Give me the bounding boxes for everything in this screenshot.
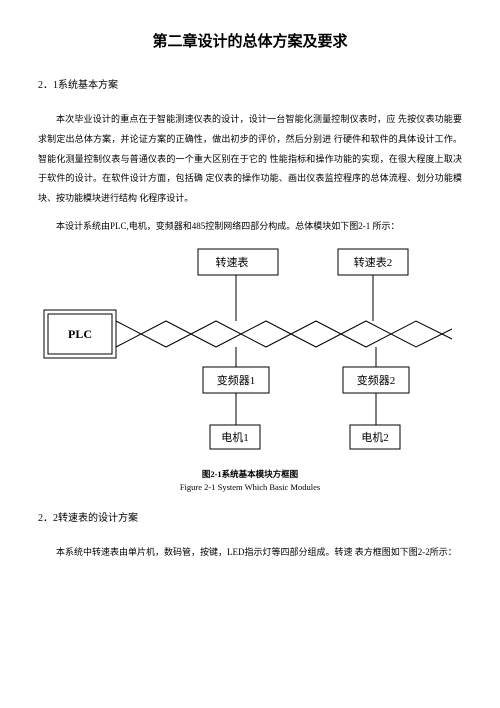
- motor1-label: 电机1: [221, 430, 249, 444]
- figure-caption-en: Figure 2-1 System Which Basic Modules: [38, 481, 462, 495]
- vertical-links: [236, 275, 376, 425]
- inv2-label: 变频器2: [357, 373, 396, 387]
- plc-label: PLC: [68, 327, 92, 341]
- inv1-label: 变频器1: [217, 373, 256, 387]
- tach1-label: 转速表: [216, 255, 249, 269]
- figure-caption-cn: 图2-1系统基本模块方框图: [38, 468, 462, 482]
- section-1-number: 2．1系统基本方案: [38, 78, 462, 94]
- section-1-para: 本次毕业设计的重点在于智能测速仪表的设计，设计一台智能化测量控制仪表时，应 先按…: [38, 110, 462, 209]
- tach2-label: 转速表2: [354, 255, 393, 269]
- motor2-label: 电机2: [361, 430, 389, 444]
- bus-lines: [116, 321, 452, 347]
- system-diagram: PLC 转速表 转速表2 变频器1 变频器2 电机1 电机2: [38, 239, 462, 463]
- chapter-title: 第二章设计的总体方案及要求: [38, 30, 462, 54]
- section-2-number: 2．2转速表的设计方案: [38, 511, 462, 527]
- section-2-para: 本系统中转速表由单片机，数码管，按键，LED指示灯等四部分组成。转速 表方框图如…: [38, 543, 462, 563]
- section-1-lead: 本设计系统由PLC,电机，变频器和485控制网络四部分构成。总体模块如下图2-1…: [38, 219, 462, 233]
